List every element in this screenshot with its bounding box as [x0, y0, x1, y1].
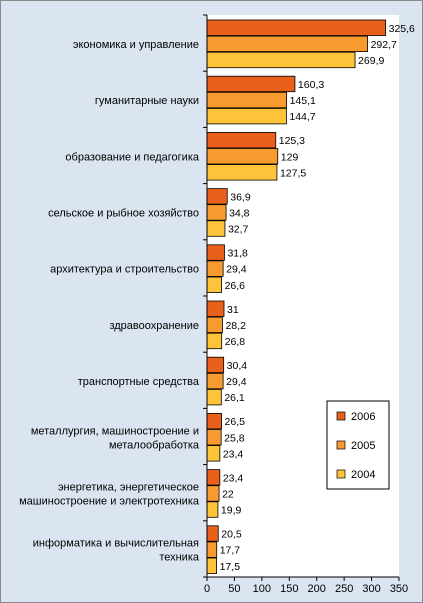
- category-label-0: экономика и управление: [73, 39, 199, 51]
- value-label-2006-6: 30,4: [227, 360, 248, 372]
- value-label-2005-2: 129: [281, 151, 299, 163]
- x-tick-label-50: 50: [228, 583, 240, 595]
- legend-swatch-2004: [336, 469, 346, 479]
- bar-2006-2: [206, 131, 277, 149]
- bar-2006-4: [206, 244, 225, 261]
- legend-swatch-2005: [336, 440, 346, 450]
- bar-2006-7: [206, 412, 222, 430]
- bar-2005-6: [206, 372, 224, 390]
- bar-2006-8: [206, 469, 221, 486]
- category-label-9-1: техника: [159, 552, 200, 564]
- category-label-1: гуманитарные науки: [95, 95, 199, 107]
- category-label-7-1: металообработка: [109, 439, 200, 451]
- value-label-2006-7: 26,5: [225, 416, 246, 428]
- bar-2004-3: [206, 220, 226, 237]
- bar-2005-7: [206, 429, 222, 446]
- value-label-2004-8: 19,9: [221, 505, 242, 517]
- bar-2006-0: [206, 19, 387, 36]
- value-label-2004-5: 26,8: [225, 336, 246, 348]
- bar-2006-6: [206, 356, 225, 374]
- bar-2004-6: [206, 388, 222, 406]
- bar-2005-2: [206, 148, 279, 165]
- category-label-8-1: машиностроение и электротехника: [19, 495, 200, 507]
- bar-2004-2: [206, 164, 278, 181]
- value-label-2005-3: 34,8: [229, 207, 250, 219]
- bar-2004-0: [206, 51, 356, 69]
- value-label-2004-2: 127,5: [280, 167, 306, 179]
- x-tick-label-300: 300: [362, 583, 380, 595]
- value-label-2004-6: 26,1: [224, 392, 245, 404]
- bar-2004-1: [206, 108, 287, 125]
- value-label-2004-4: 26,6: [225, 280, 246, 292]
- legend-label-2004: 2004: [351, 469, 375, 481]
- value-label-2004-0: 269,9: [358, 55, 384, 67]
- category-label-8-0: энергетика, энергетическое: [58, 481, 199, 493]
- x-tick-label-0: 0: [204, 583, 210, 595]
- bar-2005-8: [206, 485, 220, 502]
- value-label-2006-9: 20,5: [221, 529, 242, 541]
- bar-2004-9: [206, 557, 217, 574]
- bar-2004-4: [206, 276, 222, 293]
- value-label-2004-3: 32,7: [228, 224, 249, 236]
- value-label-2005-0: 292,7: [371, 39, 397, 51]
- x-tick-label-150: 150: [280, 583, 298, 595]
- value-label-2004-9: 17,5: [220, 561, 241, 573]
- bar-2006-3: [206, 188, 228, 205]
- bar-2005-3: [206, 204, 227, 221]
- value-label-2006-8: 23,4: [223, 472, 244, 484]
- legend-swatch-2006: [336, 411, 346, 421]
- category-label-9-0: информатика и вычислительная: [33, 538, 199, 550]
- x-tick-label-350: 350: [390, 583, 408, 595]
- value-label-2005-5: 28,2: [225, 320, 246, 332]
- bar-2004-5: [206, 332, 223, 350]
- category-label-7-0: металлургия, машиностроение и: [31, 425, 199, 437]
- value-label-2006-2: 125,3: [279, 135, 305, 147]
- value-label-2006-5: 31: [227, 304, 239, 316]
- value-label-2005-4: 29,4: [226, 264, 247, 276]
- legend-label-2006: 2006: [351, 411, 375, 423]
- value-label-2005-6: 29,4: [226, 376, 247, 388]
- bar-2006-5: [206, 300, 225, 317]
- bar-2006-9: [206, 525, 219, 542]
- category-label-6: транспортные средства: [78, 376, 200, 388]
- bar-2005-9: [206, 541, 218, 558]
- value-label-2006-1: 160,3: [298, 79, 324, 91]
- bar-2005-5: [206, 316, 223, 334]
- value-label-2005-9: 17,7: [220, 545, 241, 557]
- category-label-5: здравоохранение: [109, 320, 199, 332]
- value-label-2006-4: 31,8: [227, 248, 248, 260]
- bar-2004-7: [206, 445, 221, 462]
- value-label-2005-7: 25,8: [224, 432, 245, 444]
- bar-2006-1: [206, 75, 296, 93]
- x-tick-label-250: 250: [335, 583, 353, 595]
- value-label-2004-7: 23,4: [223, 448, 244, 460]
- bar-2005-4: [206, 260, 224, 277]
- x-tick-label-100: 100: [253, 583, 271, 595]
- category-label-3: сельское и рыбное хозяйство: [48, 207, 199, 219]
- value-label-2006-0: 325,6: [389, 23, 415, 35]
- value-label-2004-1: 144,7: [289, 111, 315, 123]
- bar-2005-0: [206, 35, 368, 52]
- x-tick-label-200: 200: [308, 583, 326, 595]
- legend-label-2005: 2005: [351, 440, 375, 452]
- bar-2004-8: [206, 501, 219, 518]
- category-label-2: образование и педагогика: [65, 151, 199, 163]
- category-label-4: архитектура и строительство: [50, 264, 199, 276]
- bar-2005-1: [206, 91, 287, 109]
- value-label-2005-8: 22: [222, 488, 234, 500]
- value-label-2005-1: 145,1: [290, 95, 316, 107]
- value-label-2006-3: 36,9: [230, 191, 251, 203]
